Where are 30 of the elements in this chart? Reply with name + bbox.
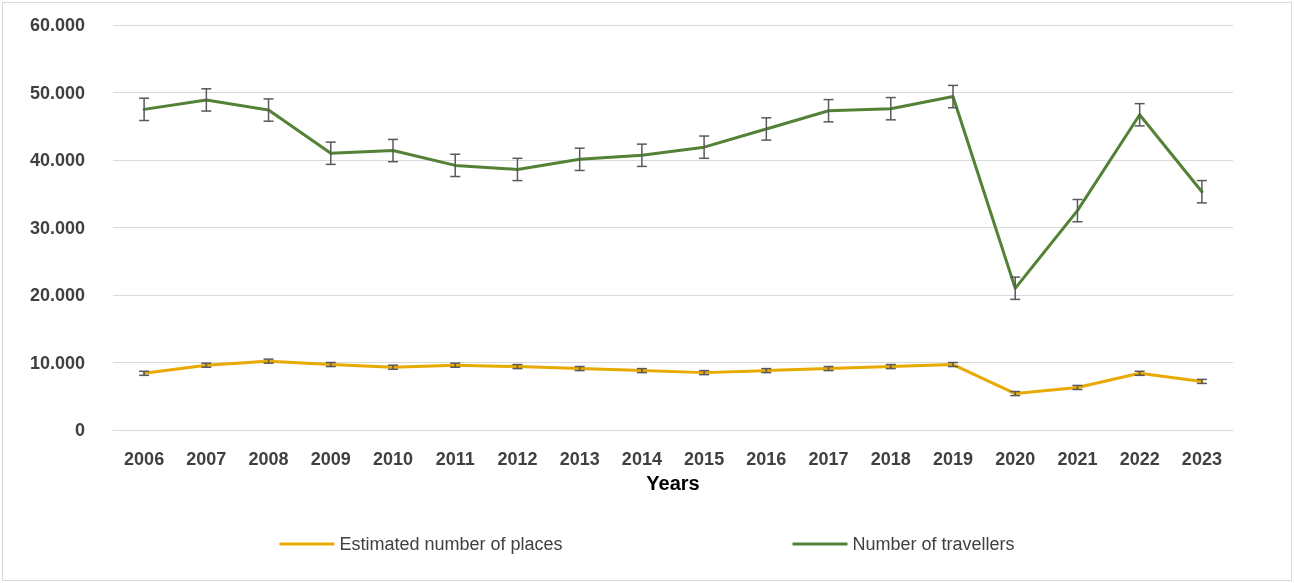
y-tick-label: 40.000 [29, 150, 85, 170]
x-tick-label: 2013 [559, 449, 600, 469]
x-tick-label: 2017 [808, 449, 849, 469]
x-tick-label: 2014 [621, 449, 662, 469]
x-tick-label: 2021 [1057, 449, 1098, 469]
x-tick-label: 2020 [995, 449, 1036, 469]
y-tick-label: 60.000 [29, 15, 85, 35]
line-series [142, 95, 1204, 290]
y-tick-label: 20.000 [29, 285, 85, 305]
x-tick-label: 2011 [435, 449, 475, 469]
x-tick-label: 2006 [124, 449, 165, 469]
line-series [142, 359, 1204, 396]
y-tick-label: 10.000 [29, 352, 85, 373]
y-tick-label: 30.000 [29, 217, 85, 238]
x-tick-label: 2018 [870, 449, 911, 469]
y-tick-label: 0 [74, 420, 85, 440]
x-tick-label: 2019 [932, 449, 974, 469]
x-tick-label: 2008 [248, 449, 289, 469]
x-tick-label: 2023 [1181, 449, 1222, 469]
x-tick-label: 2010 [372, 449, 414, 469]
x-tick-label: 2016 [746, 449, 787, 469]
legend-label: Number of travellers [852, 534, 1015, 554]
x-tick-label: 2009 [310, 449, 351, 469]
x-tick-label: 2012 [497, 449, 538, 469]
x-axis-title: Years [646, 471, 700, 494]
y-tick-label: 50.000 [29, 82, 85, 103]
x-tick-label: 2022 [1119, 449, 1160, 469]
legend-label: Estimated number of places [339, 534, 563, 554]
x-tick-label: 2007 [186, 449, 227, 469]
x-tick-label: 2015 [684, 449, 725, 469]
